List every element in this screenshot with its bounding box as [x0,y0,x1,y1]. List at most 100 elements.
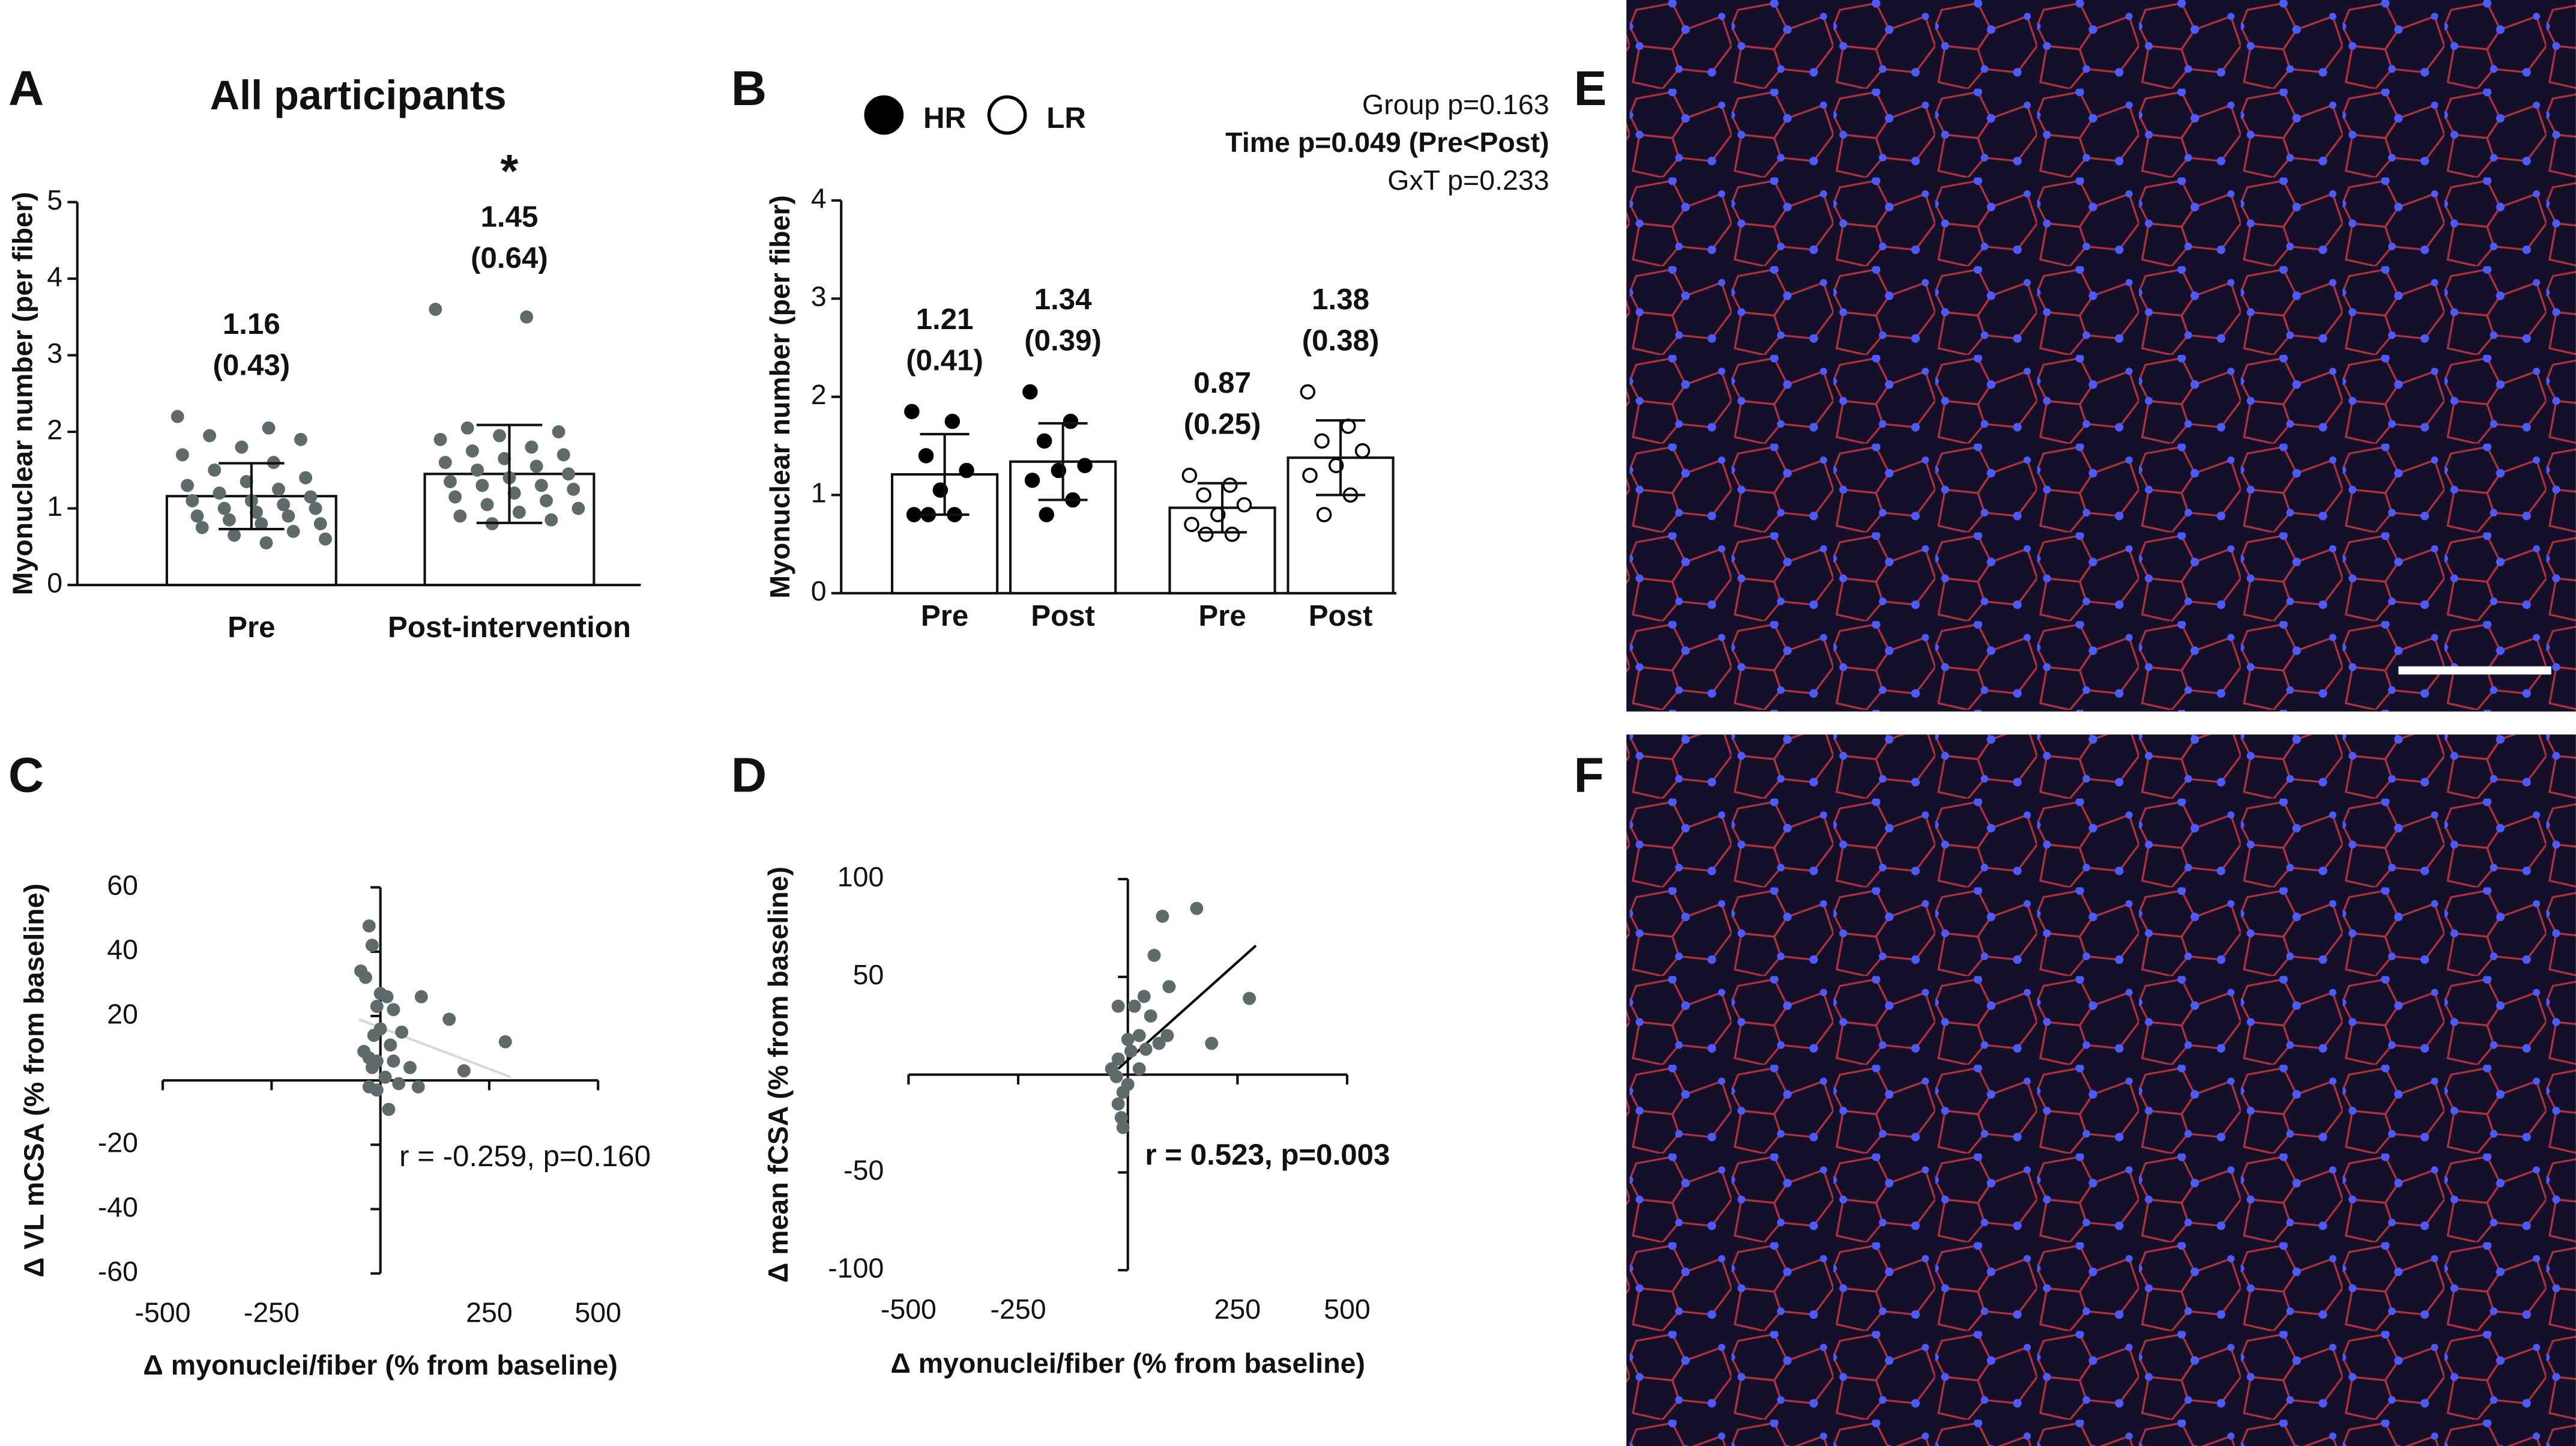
data-point [529,459,543,473]
data-point [480,498,494,512]
annotation: Time p=0.049 (Pre<Post) [1225,127,1549,158]
data-point [359,970,372,984]
x-tick-label: 250 [1214,1293,1261,1325]
data-point [213,486,226,500]
data-point [918,448,934,464]
data-point [222,513,236,527]
data-point [1198,527,1214,542]
data-point [1039,507,1054,522]
data-point [384,1038,397,1052]
data-point [1127,999,1141,1013]
data-point [382,1103,396,1116]
x-tick-label: Pre [921,599,968,632]
data-point [1116,1121,1130,1134]
data-point [313,517,327,531]
data-point [552,425,566,439]
data-point [460,421,474,435]
annotation: r = -0.259, p=0.160 [399,1140,651,1173]
y-tick-label: 3 [47,337,62,369]
data-point [1114,1111,1128,1125]
data-point [457,1064,471,1078]
data-point [1205,1036,1219,1050]
data-point [1111,1097,1125,1111]
panel-letter: E [1574,61,1607,116]
x-tick-label: Pre [1198,599,1246,632]
x-tick-label: -500 [135,1296,191,1328]
annotation: r = 0.523, p=0.003 [1145,1138,1390,1171]
data-point [904,404,920,420]
data-point [1341,419,1356,434]
value-label: 1.45 [481,201,538,234]
data-point [1236,497,1252,513]
y-tick-label: -40 [98,1191,138,1223]
data-point [170,410,184,423]
annotation: Group p=0.163 [1362,89,1549,120]
data-point [304,490,318,504]
data-point [944,413,961,429]
data-point [433,432,447,446]
panel-letter: A [8,61,44,116]
data-point [475,479,489,492]
y-tick-label: -20 [98,1127,138,1158]
data-point [520,310,534,324]
data-point [1316,507,1332,522]
data-point [1156,909,1169,923]
data-point [1302,467,1318,483]
data-point [453,509,467,523]
y-tick-label: -100 [828,1252,884,1283]
error-label: (0.25) [1184,408,1261,441]
x-tick-label: -250 [244,1296,300,1328]
data-point [567,482,581,496]
data-point [309,501,322,515]
data-point [208,463,222,477]
data-point [493,429,506,443]
y-axis-label: Δ mean fCSA (% from baseline) [762,867,794,1283]
data-point [186,494,199,507]
data-point [471,463,484,477]
error-label: (0.41) [906,343,983,377]
x-tick-label: Post [1031,599,1095,632]
data-point [392,1077,406,1091]
data-point [1116,1085,1130,1099]
data-point [498,452,511,465]
x-tick-label: Pre [228,611,275,644]
data-point [195,521,209,534]
data-point [1243,991,1256,1005]
data-point [1184,516,1199,533]
data-point [1196,487,1211,503]
value-label: 0.87 [1193,366,1251,399]
data-point [1024,473,1040,488]
data-point [1132,1029,1146,1042]
y-tick-label: 3 [811,281,827,312]
data-point [448,490,462,504]
y-tick-label: -50 [843,1155,884,1186]
error-label: (0.39) [1024,324,1102,357]
legend-label: LR [1046,101,1086,135]
data-point [217,501,231,515]
y-tick-label: 0 [47,567,62,598]
data-point [1124,1044,1138,1058]
data-point [240,475,253,488]
y-tick-label: 2 [811,379,827,410]
y-tick-label: 60 [107,870,138,901]
data-point [572,501,585,515]
data-point [1147,949,1161,962]
data-point [395,1025,409,1039]
legend-marker [864,95,904,135]
data-point [1139,1042,1153,1056]
data-point [534,479,548,492]
x-tick-label: -250 [991,1293,1046,1325]
y-tick-label: 1 [47,491,62,522]
data-point [403,1060,417,1074]
data-point [1314,433,1330,449]
y-tick-label: 4 [811,183,827,214]
data-point [378,1070,392,1084]
data-point [1111,1052,1125,1066]
data-point [282,509,295,523]
data-point [250,506,264,519]
data-point [365,1060,379,1074]
data-point [411,1080,425,1094]
data-point [959,462,974,479]
y-tick-label: 40 [107,934,138,965]
